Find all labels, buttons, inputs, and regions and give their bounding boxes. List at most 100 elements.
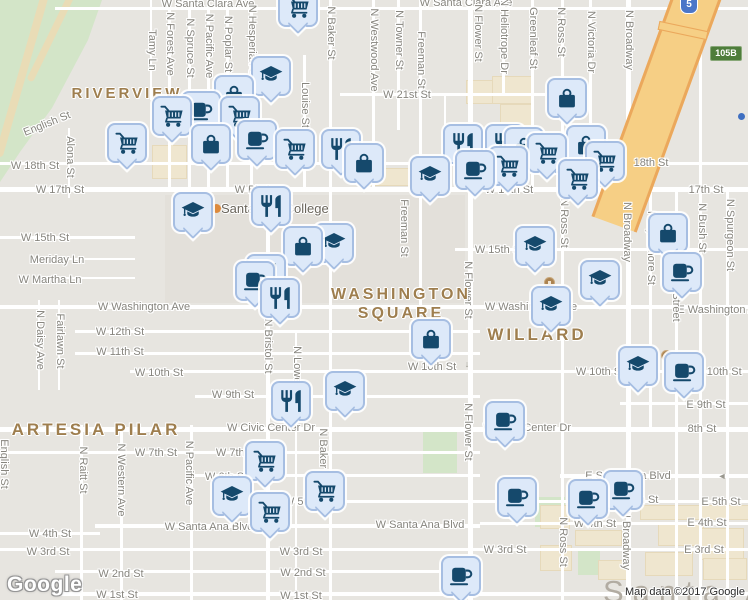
street-label: W 10th St (407, 361, 457, 373)
map-marker-school[interactable] (531, 286, 571, 334)
road (190, 425, 193, 600)
road (0, 532, 100, 535)
map-marker-shopping[interactable] (191, 124, 231, 172)
road (40, 277, 135, 279)
coffee-cup-icon (671, 263, 694, 282)
street-label: W 15th St (20, 232, 70, 244)
road (455, 248, 748, 251)
street-label: N Broadway (623, 10, 635, 70)
shopping-bag-icon (356, 153, 372, 173)
fork-knife-icon (261, 195, 281, 217)
map-marker-restaurant[interactable] (443, 124, 483, 172)
college-poi-dot[interactable] (212, 204, 221, 213)
shopping-cart-icon (593, 150, 616, 172)
shopping-bag-icon (559, 88, 575, 108)
road (419, 0, 422, 308)
map-marker-supermarket[interactable] (275, 129, 315, 177)
shopping-cart-icon (253, 450, 276, 472)
map-marker-supermarket[interactable] (278, 0, 318, 35)
map-marker-cafe[interactable] (237, 120, 277, 168)
street-label: N Raitt St (77, 446, 89, 494)
fork-knife-icon (331, 138, 351, 160)
street-label: W 12th St (95, 326, 145, 338)
street-label: W 15th St (474, 244, 524, 256)
map-marker-shopping[interactable] (283, 226, 323, 274)
street-label: N Broadway (620, 510, 632, 570)
street-label: W 3rd St (26, 546, 70, 558)
road (675, 190, 678, 600)
building (640, 505, 748, 520)
map-marker-shopping[interactable] (411, 319, 451, 367)
map-marker-cafe[interactable] (603, 470, 643, 518)
street-label: W 3rd St (279, 546, 323, 558)
graduation-cap-icon (181, 202, 205, 217)
neighborhood-label: WILLARD (487, 324, 587, 344)
road (502, 0, 505, 95)
map-marker-school[interactable] (173, 192, 213, 240)
map-marker-shopping[interactable] (648, 213, 688, 261)
map-marker-school[interactable] (212, 476, 252, 524)
street-label: W Washington Ave (97, 301, 191, 313)
map-marker-supermarket[interactable] (305, 471, 345, 519)
coffee-cup-icon (673, 363, 696, 382)
map-marker-cafe[interactable] (485, 401, 525, 449)
map-marker-restaurant[interactable] (251, 186, 291, 234)
street-label: W Martha Ln (18, 274, 82, 286)
map-marker-school[interactable] (580, 260, 620, 308)
map-marker-restaurant[interactable] (260, 278, 300, 326)
street-label: N Broadway (621, 202, 633, 262)
graduation-cap-icon (523, 236, 547, 251)
graduation-cap-icon (418, 166, 442, 181)
neighborhood-label: ARTESIA PILAR (11, 419, 181, 439)
map-marker-supermarket[interactable] (107, 123, 147, 171)
city-label: Santa Ana (603, 574, 748, 600)
map-marker-supermarket[interactable] (245, 441, 285, 489)
street-label: Alona St (64, 136, 76, 178)
street-label: N Baker St (317, 428, 329, 482)
road (295, 330, 297, 590)
map-marker-supermarket[interactable] (558, 159, 598, 207)
map-marker-restaurant[interactable] (271, 381, 311, 429)
map-marker-cafe[interactable] (568, 479, 608, 527)
shopping-cart-icon (258, 501, 281, 523)
neighborhood-label: RIVERVIEW (71, 85, 183, 102)
road (589, 0, 592, 190)
street-label: N Ross St (557, 517, 569, 567)
road (55, 592, 748, 596)
map-marker-supermarket[interactable] (527, 133, 567, 181)
road (68, 128, 70, 198)
map-marker-shopping[interactable] (344, 143, 384, 191)
coffee-cup-icon (577, 490, 600, 509)
graduation-cap-icon (539, 296, 563, 311)
street-label: W 18th St (10, 160, 60, 172)
map-marker-supermarket[interactable] (250, 492, 290, 540)
street-label: Meriday Ln (29, 254, 85, 266)
road (0, 427, 748, 432)
map-marker-cafe[interactable] (441, 556, 481, 600)
shopping-bag-icon (203, 134, 219, 154)
shopping-cart-icon (291, 0, 309, 18)
map-marker-school[interactable] (618, 346, 658, 394)
road (266, 185, 270, 600)
road (626, 0, 631, 600)
street-label: W 4th St (28, 528, 72, 540)
map-marker-school[interactable] (515, 226, 555, 274)
map-marker-cafe[interactable] (662, 252, 702, 300)
street-label: W 10th St (134, 367, 184, 379)
map-marker-cafe[interactable] (455, 150, 495, 198)
graduation-cap-icon (333, 381, 357, 396)
graduation-cap-icon (588, 270, 612, 285)
one-way-arrow-icon: ↓ (464, 359, 470, 369)
map-marker-cafe[interactable] (497, 477, 537, 525)
road (699, 0, 702, 600)
map-marker-school[interactable] (410, 156, 450, 204)
map-marker-shopping[interactable] (547, 78, 587, 126)
google-logo[interactable]: Google (7, 573, 83, 596)
map-marker-school[interactable] (251, 56, 291, 104)
street-label: N Towner St (393, 10, 405, 70)
transit-dot (738, 113, 745, 120)
map-marker-cafe[interactable] (664, 352, 704, 400)
map-marker-supermarket[interactable] (152, 96, 192, 144)
map-marker-school[interactable] (325, 371, 365, 419)
